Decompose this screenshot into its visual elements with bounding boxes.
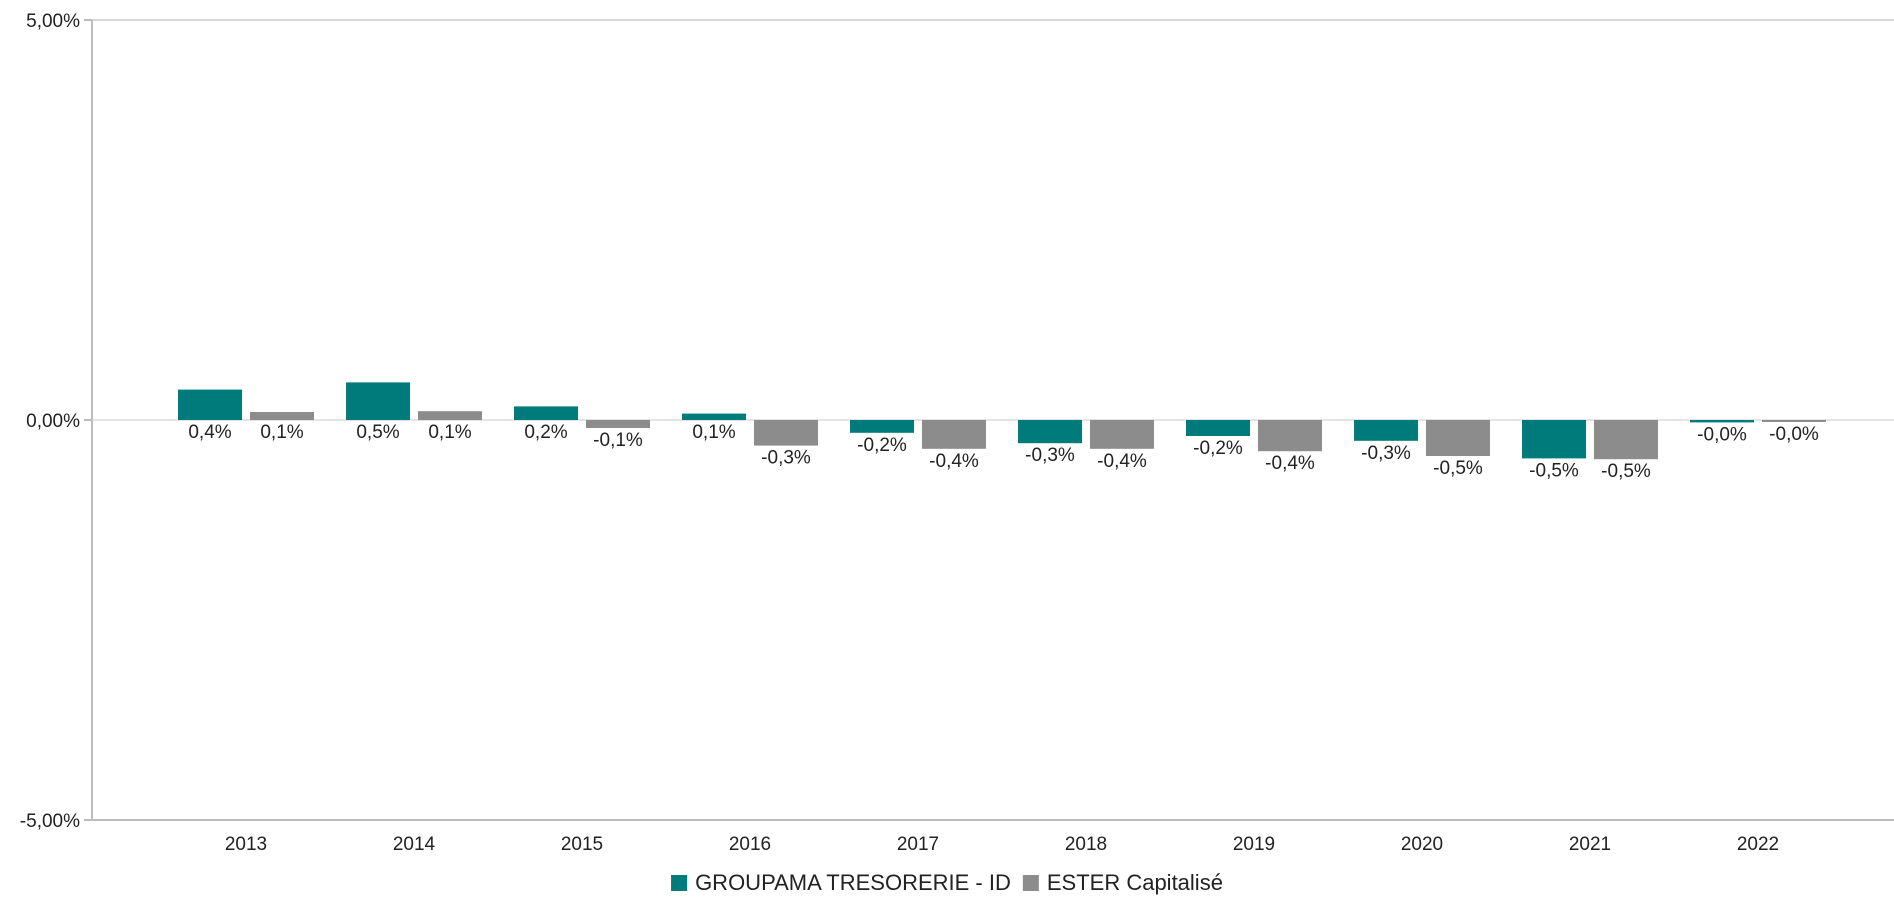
data-label: -0,4% [929, 451, 979, 472]
bar-groupama-2014 [346, 382, 410, 420]
bar-groupama-2016 [682, 413, 746, 420]
bar-groupama-2018 [1018, 420, 1082, 444]
x-tick-label: 2022 [1737, 834, 1779, 855]
x-tick-label: 2019 [1233, 834, 1275, 855]
bar-groupama-2015 [514, 406, 578, 420]
x-tick-label: 2014 [393, 834, 436, 855]
bar-ester-2020 [1426, 420, 1490, 456]
x-tick-label: 2017 [897, 834, 939, 855]
legend-swatch-ester [1022, 875, 1039, 891]
bar-ester-2014 [418, 411, 482, 420]
x-tick-label: 2016 [729, 834, 771, 855]
chart-axes: 5,00% 0,00% -5,00% 2013 2014 2015 2016 2017 2018… [20, 11, 1894, 855]
data-label: -0,3% [1025, 445, 1075, 466]
data-label: -0,4% [1097, 451, 1147, 472]
data-label: -0,5% [1529, 460, 1579, 481]
x-tick-label: 2013 [225, 834, 267, 855]
data-label: 0,1% [428, 422, 471, 443]
chart-legend: GROUPAMA TRESORERIE - ID ESTER Capitalisé [671, 870, 1223, 895]
bar-ester-2015 [586, 420, 650, 428]
legend-label-groupama: GROUPAMA TRESORERIE - ID [695, 870, 1011, 895]
x-tick-label: 2020 [1401, 834, 1443, 855]
data-label: -0,2% [857, 435, 907, 456]
bar-ester-2016 [754, 420, 818, 446]
data-label: 0,5% [356, 422, 399, 443]
data-label: 0,4% [188, 422, 231, 443]
data-label: -0,1% [593, 430, 643, 451]
bar-groupama-2017 [850, 420, 914, 433]
data-label: 0,1% [260, 422, 303, 443]
bar-groupama-2020 [1354, 420, 1418, 441]
bar-ester-2021 [1594, 420, 1658, 460]
bar-ester-2018 [1090, 420, 1154, 449]
bar-groupama-2022 [1690, 420, 1754, 423]
bar-ester-2013 [250, 412, 314, 420]
data-label: -0,0% [1769, 424, 1819, 445]
data-label: -0,0% [1697, 424, 1747, 445]
data-label: -0,3% [761, 448, 811, 469]
legend-swatch-groupama [671, 875, 688, 891]
bar-ester-2022 [1762, 420, 1826, 422]
x-tick-label: 2018 [1065, 834, 1107, 855]
bar-ester-2019 [1258, 420, 1322, 452]
bar-groupama-2021 [1522, 420, 1586, 459]
data-label: -0,3% [1361, 443, 1411, 464]
data-label: -0,5% [1433, 458, 1483, 479]
bar-ester-2017 [922, 420, 986, 449]
x-tick-label: 2021 [1569, 834, 1611, 855]
data-label: -0,5% [1601, 461, 1651, 482]
data-label: -0,4% [1265, 453, 1315, 474]
data-label: 0,1% [692, 422, 735, 443]
bar-groupama-2013 [178, 389, 242, 420]
y-tick-label: -5,00% [20, 811, 80, 832]
legend-label-ester: ESTER Capitalisé [1047, 870, 1223, 895]
bar-groupama-2019 [1186, 420, 1250, 436]
y-tick-label: 0,00% [26, 411, 80, 432]
chart-data-labels: 0,4% 0,1% 0,5% 0,1% 0,2% -0,1% 0,1% -0,3% -0,2% -… [188, 422, 1819, 482]
data-label: -0,2% [1193, 438, 1243, 459]
data-label: 0,2% [524, 422, 567, 443]
y-tick-label: 5,00% [26, 11, 80, 32]
chart-bars [178, 382, 1826, 460]
x-tick-label: 2015 [561, 834, 603, 855]
